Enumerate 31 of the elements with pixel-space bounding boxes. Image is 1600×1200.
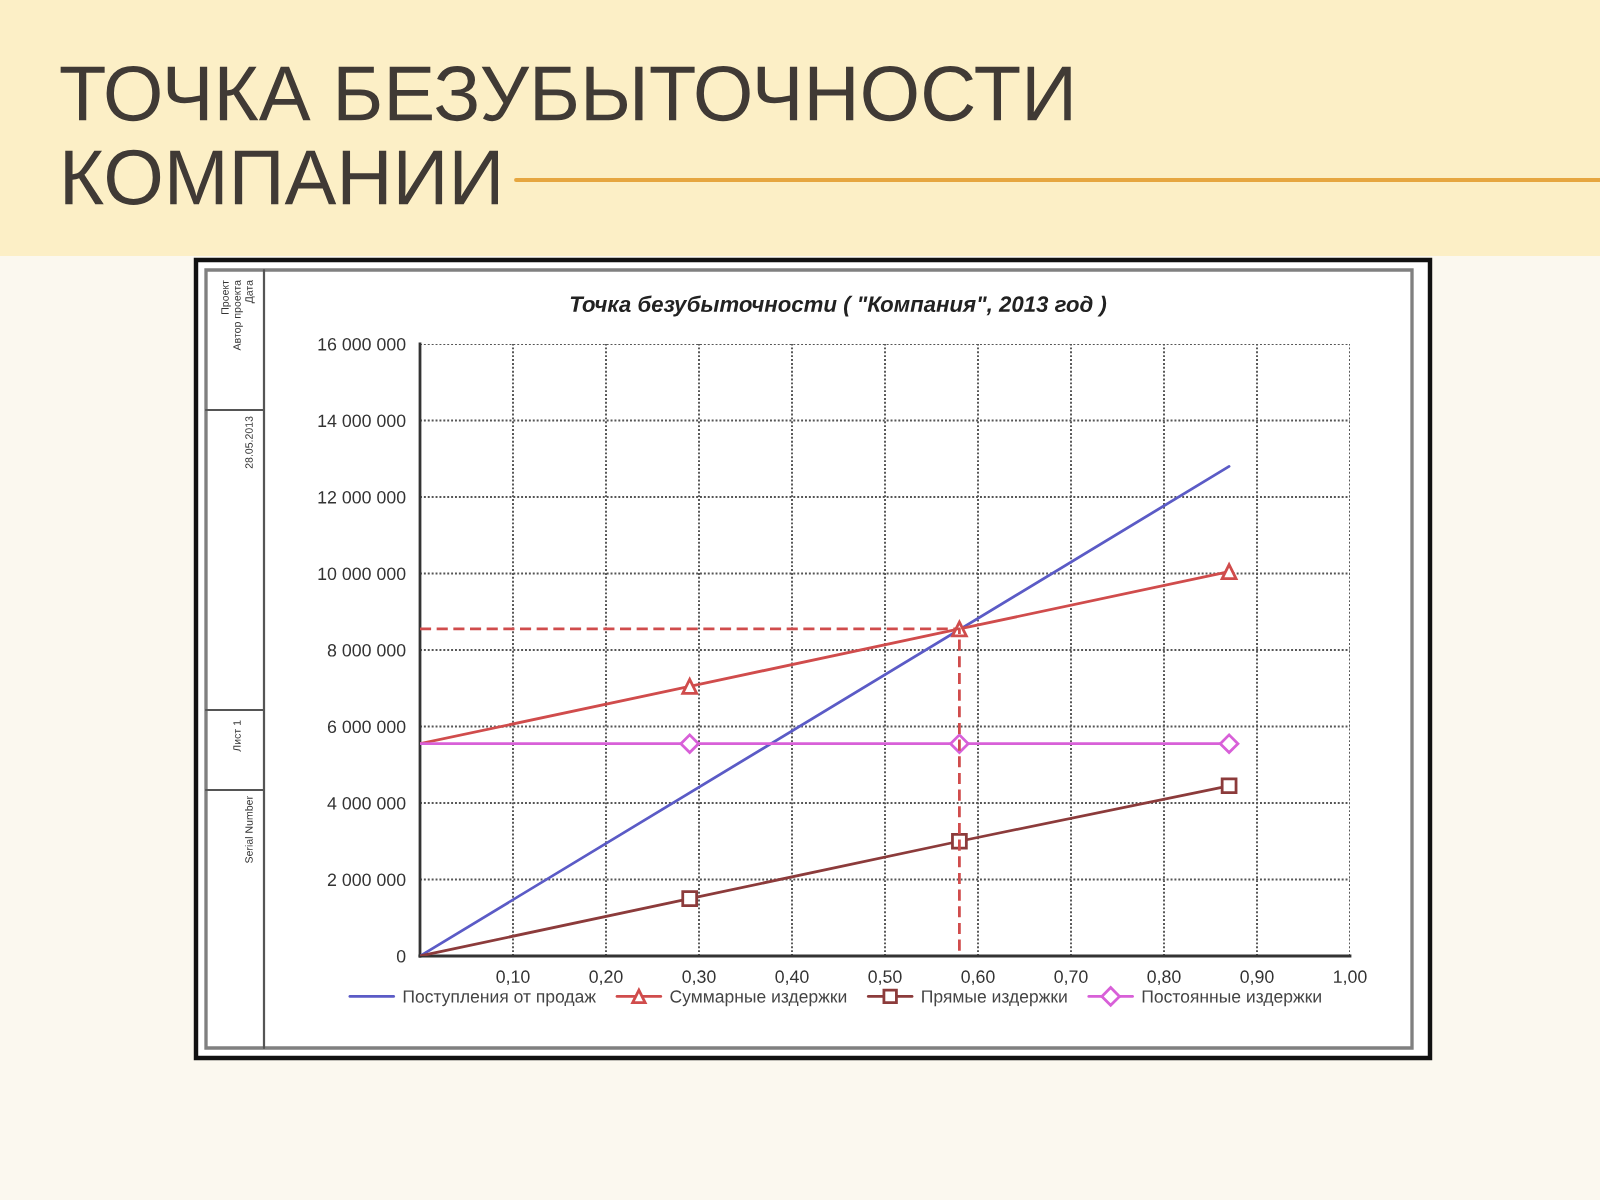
x-tick-label: 0,10	[496, 970, 530, 986]
y-tick-label: 16 000 000	[318, 338, 406, 351]
x-tick-label: 0,80	[1147, 970, 1181, 986]
legend-label: Суммарные издержки	[670, 990, 847, 1007]
chart-subtitle: Точка безубыточности ( "Компания", 2013 год )	[570, 295, 1107, 317]
y-tick-label: 12 000 000	[318, 491, 406, 504]
x-tick-label: 0,70	[1054, 970, 1088, 986]
y-tick-label: 6 000 000	[327, 720, 406, 734]
y-tick-label: 8 000 000	[327, 644, 406, 657]
x-tick-label: 0,60	[961, 970, 995, 986]
y-tick-label: 10 000 000	[318, 567, 406, 581]
x-tick-label: 0,40	[775, 970, 809, 986]
legend-label: Поступления от продаж	[403, 990, 596, 1007]
y-tick-label: 14 000 000	[318, 414, 406, 428]
legend-label: Прямые издержки	[922, 990, 1067, 1007]
point	[681, 678, 699, 695]
x-tick-label: 0,90	[1240, 970, 1274, 986]
point	[681, 890, 699, 907]
x-tick-label: 1,00	[1334, 970, 1367, 986]
point	[1218, 733, 1240, 754]
x-tick-label: 0,30	[682, 970, 716, 986]
y-tick-label: 0	[396, 950, 406, 963]
x-tick-label: 0,50	[868, 970, 902, 986]
legend-label: Постоянные издержки	[1142, 990, 1321, 1007]
y-tick-label: 4 000 000	[327, 797, 406, 810]
x-tick-label: 0,20	[589, 970, 623, 986]
point	[679, 733, 700, 754]
point	[1220, 777, 1238, 795]
chart-title: ТОЧКА БЕЗУБЫТОЧНОСТИ КОМПАНИИ	[60, 66, 1071, 205]
point	[1220, 563, 1238, 580]
y-tick-label: 2 000 000	[327, 873, 406, 887]
